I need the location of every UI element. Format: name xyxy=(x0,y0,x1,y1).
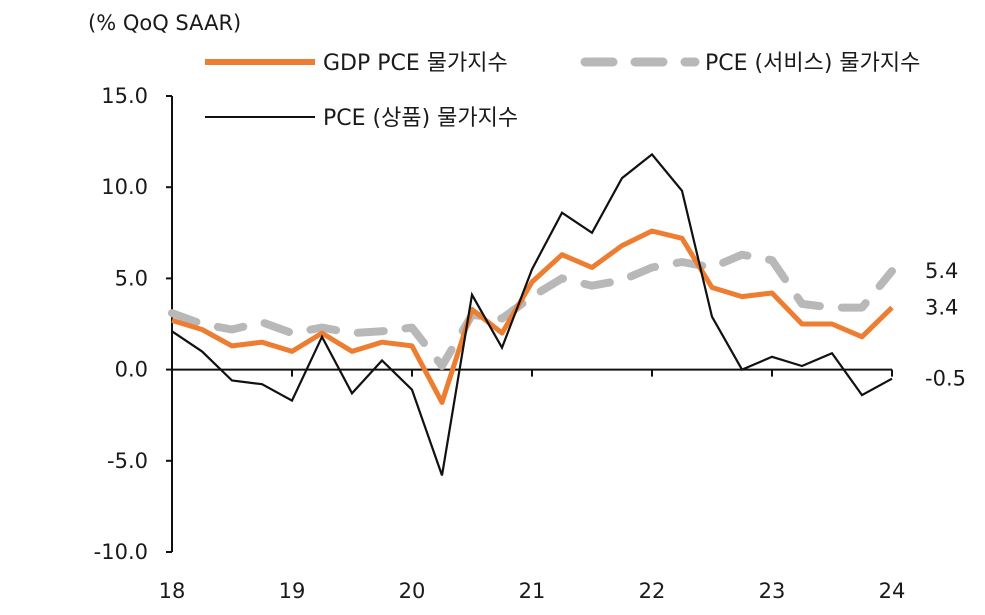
series-line-gdp-pce xyxy=(171,228,894,405)
legend-label-pce-goods: PCE (상품) 물가지수 xyxy=(323,106,518,131)
end-label-pce-goods: -0.5 xyxy=(925,367,966,391)
end-label-gdp-pce: 3.4 xyxy=(925,296,958,320)
legend-label-gdp-pce: GDP PCE 물가지수 xyxy=(323,51,508,76)
x-tick-label: 23 xyxy=(759,579,786,603)
legend: GDP PCE 물가지수 PCE (서비스) 물가지수 PCE (상품) 물가지… xyxy=(205,51,920,131)
y-tick-label: 10.0 xyxy=(101,175,148,199)
end-label-pce-services: 5.4 xyxy=(925,259,958,283)
axes: 15.0 10.0 5.0 0.0 -5.0 -10.0 18 19 20 21 22 23 24 xyxy=(94,84,906,603)
x-tick-label: 22 xyxy=(639,579,666,603)
y-tick-label: 15.0 xyxy=(101,84,148,108)
x-tick-label: 24 xyxy=(879,579,906,603)
legend-label-pce-services: PCE (서비스) 물가지수 xyxy=(705,51,920,76)
series-line-pce-goods xyxy=(171,152,893,476)
x-tick-label: 21 xyxy=(519,579,546,603)
end-labels: 5.4 3.4 -0.5 xyxy=(925,259,966,391)
series-group xyxy=(168,152,896,476)
unit-label: (% QoQ SAAR) xyxy=(88,11,241,35)
series-line-pce-services xyxy=(168,250,896,370)
y-tick-label: -10.0 xyxy=(94,540,148,564)
x-tick-label: 18 xyxy=(159,579,186,603)
x-tick-label: 20 xyxy=(399,579,426,603)
y-tick-label: -5.0 xyxy=(107,449,148,473)
y-tick-label: 0.0 xyxy=(115,358,148,382)
x-tick-label: 19 xyxy=(279,579,306,603)
y-tick-label: 5.0 xyxy=(115,266,148,290)
